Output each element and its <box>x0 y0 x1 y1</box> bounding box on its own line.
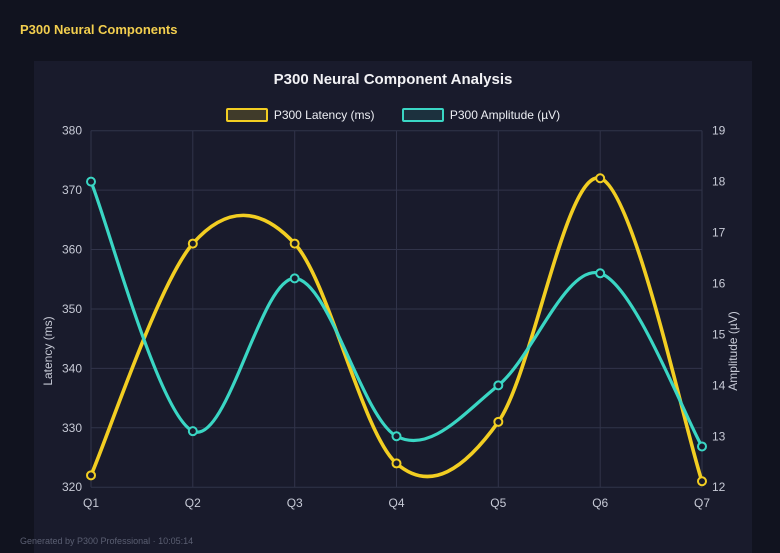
svg-text:Q3: Q3 <box>287 496 303 510</box>
svg-text:330: 330 <box>62 421 82 435</box>
svg-text:340: 340 <box>62 361 82 375</box>
svg-text:360: 360 <box>62 243 82 257</box>
svg-text:Q2: Q2 <box>185 496 201 510</box>
svg-text:14: 14 <box>712 378 726 392</box>
svg-text:320: 320 <box>62 480 82 494</box>
svg-text:Amplitude (µV): Amplitude (µV) <box>726 311 740 391</box>
svg-text:Q6: Q6 <box>592 496 608 510</box>
svg-text:Q4: Q4 <box>388 496 404 510</box>
svg-text:18: 18 <box>712 175 726 189</box>
svg-text:Q5: Q5 <box>490 496 506 510</box>
svg-text:19: 19 <box>712 124 726 138</box>
svg-text:16: 16 <box>712 277 726 291</box>
svg-text:12: 12 <box>712 480 726 494</box>
svg-text:380: 380 <box>62 124 82 138</box>
svg-text:350: 350 <box>62 302 82 316</box>
svg-text:Q1: Q1 <box>83 496 99 510</box>
svg-text:370: 370 <box>62 183 82 197</box>
svg-text:Latency (ms): Latency (ms) <box>41 316 55 385</box>
svg-text:15: 15 <box>712 327 726 341</box>
svg-text:17: 17 <box>712 226 726 240</box>
svg-text:13: 13 <box>712 429 726 443</box>
svg-text:Q7: Q7 <box>694 496 710 510</box>
